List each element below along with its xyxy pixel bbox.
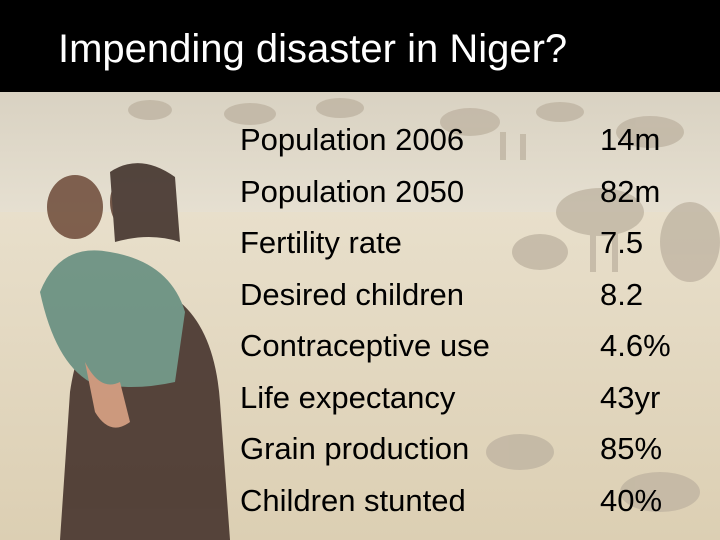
stat-value: 14m <box>600 122 661 157</box>
stat-value: 40% <box>600 482 663 518</box>
stat-row: Population 2050 82m <box>240 172 710 224</box>
stat-value: 4.6% <box>600 328 671 363</box>
stat-label: Life expectancy <box>240 379 456 415</box>
stat-row: Children stunted 40% <box>240 481 710 533</box>
stats-list: Population 2006 14m Population 2050 82m … <box>240 120 710 532</box>
title-bar: Impending disaster in Niger? <box>0 0 720 92</box>
background-photo <box>0 92 720 540</box>
stat-value: 7.5 <box>600 225 644 260</box>
stat-row: Population 2006 14m <box>240 120 710 172</box>
stat-label: Desired children <box>240 276 464 312</box>
stat-row: Desired children 8.2 <box>240 275 710 327</box>
stat-label: Grain production <box>240 431 470 466</box>
stat-label: Population 2006 <box>240 122 465 157</box>
stat-value: 8.2 <box>600 276 644 312</box>
slide-title: Impending disaster in Niger? <box>58 27 568 71</box>
stat-row: Life expectancy 43yr <box>240 378 710 430</box>
stat-label: Fertility rate <box>240 225 402 260</box>
stat-value: 85% <box>600 431 663 466</box>
stat-value: 82m <box>600 173 661 209</box>
stat-label: Contraceptive use <box>240 328 490 363</box>
stat-row: Contraceptive use 4.6% <box>240 326 710 378</box>
stat-row: Grain production 85% <box>240 429 710 481</box>
stat-label: Population 2050 <box>240 173 465 209</box>
stat-value: 43yr <box>600 379 661 415</box>
stat-row: Fertility rate 7.5 <box>240 223 710 275</box>
stat-label: Children stunted <box>240 482 466 518</box>
